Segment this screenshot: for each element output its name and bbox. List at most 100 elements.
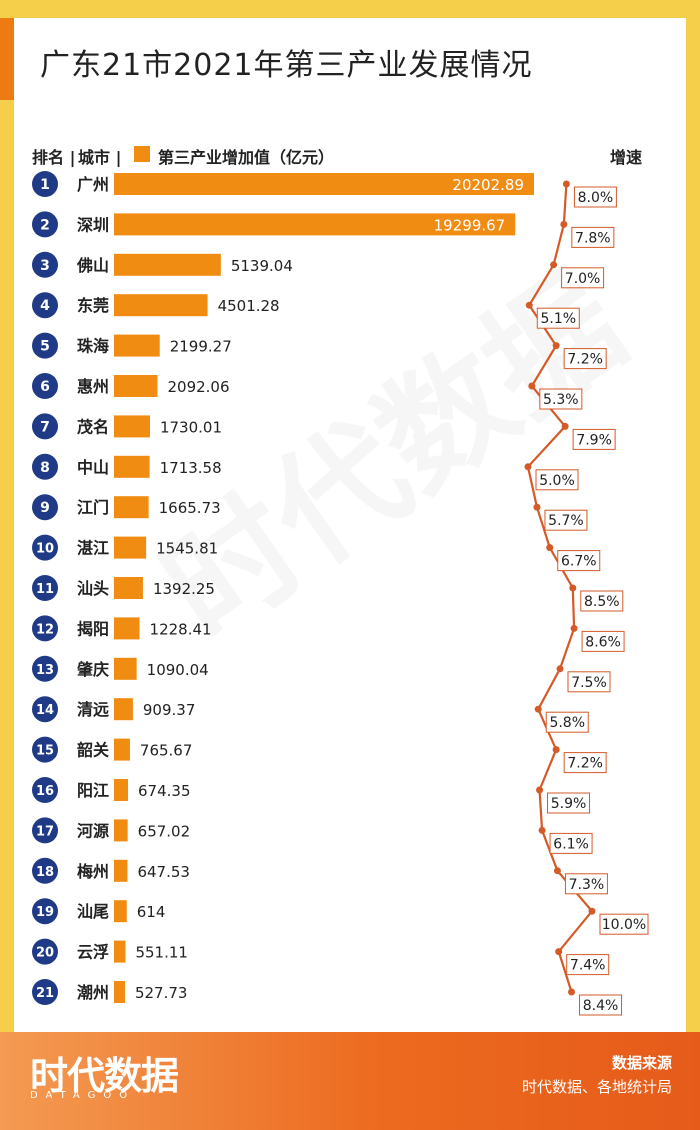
value-bar — [114, 900, 127, 923]
city-label: 河源 — [77, 821, 109, 840]
title-accent-bar — [0, 18, 14, 100]
growth-label-box — [571, 226, 615, 248]
growth-label: 8.6% — [585, 634, 621, 650]
rank-number: 8 — [40, 460, 50, 476]
growth-point — [528, 382, 536, 390]
city-label: 阳江 — [77, 781, 109, 800]
value-bar — [114, 738, 130, 761]
frame-right — [686, 0, 700, 1130]
growth-label: 8.5% — [584, 594, 620, 610]
growth-label-box — [545, 711, 589, 733]
rank-number: 18 — [36, 865, 54, 880]
rank-number: 15 — [36, 744, 54, 759]
growth-point — [561, 422, 569, 430]
growth-label-box — [579, 994, 623, 1016]
city-label: 湛江 — [77, 539, 109, 558]
growth-label: 10.0% — [602, 917, 646, 933]
growth-point — [534, 705, 542, 713]
footer-logo: 时代数据 — [30, 1054, 179, 1098]
chart-title: 广东21市2021年第三产业发展情况 — [40, 48, 533, 83]
value-bar — [114, 981, 125, 1003]
growth-label: 6.1% — [553, 836, 589, 852]
city-label: 中山 — [77, 458, 109, 477]
value-label: 765.67 — [140, 742, 193, 760]
city-label: 清远 — [77, 700, 109, 719]
growth-label-box — [544, 509, 588, 531]
city-label: 云浮 — [77, 943, 109, 962]
value-label: 2199.27 — [170, 338, 232, 356]
growth-label: 5.9% — [551, 796, 587, 812]
growth-point — [538, 826, 546, 834]
rank-badge — [32, 171, 58, 197]
value-bar — [114, 698, 133, 721]
growth-label: 5.8% — [549, 715, 585, 731]
footer-bar — [0, 1032, 700, 1130]
growth-point — [552, 746, 560, 754]
growth-label: 7.5% — [571, 675, 607, 691]
growth-point — [556, 665, 564, 673]
growth-label: 5.0% — [539, 473, 575, 489]
value-bar — [114, 294, 208, 317]
growth-label-box — [566, 954, 610, 976]
growth-label-box — [567, 671, 611, 693]
rank-column-header: 排名 | — [32, 148, 76, 167]
rank-badge — [32, 857, 58, 884]
rank-badge — [32, 817, 58, 844]
value-label: 19299.67 — [434, 216, 506, 234]
rank-number: 5 — [40, 339, 50, 355]
value-bar — [114, 334, 160, 357]
city-label: 深圳 — [77, 215, 109, 234]
rank-badge — [32, 777, 58, 803]
frame-top — [0, 0, 700, 18]
value-bar — [114, 536, 147, 559]
growth-label: 5.1% — [540, 311, 576, 327]
growth-label-box — [580, 590, 624, 612]
rank-badge — [32, 615, 58, 642]
growth-label-box — [573, 186, 617, 208]
chart-canvas: 1 广州 20202.89 8.0% 2 深圳 19299.67 7.8% 3 佛山 5139.04… — [32, 171, 649, 1016]
value-label: 20202.89 — [452, 176, 524, 194]
value-bar — [114, 173, 534, 195]
city-column-header: 城市 | — [78, 148, 122, 167]
value-bar — [114, 375, 158, 397]
source-text: 时代数据、各地统计局 — [521, 1078, 672, 1096]
rank-badge — [32, 453, 58, 480]
source-title: 数据来源 — [611, 1054, 672, 1072]
growth-label-box — [599, 913, 649, 935]
growth-label-box — [539, 388, 583, 410]
value-bar — [114, 253, 221, 276]
value-bar — [114, 940, 126, 963]
value-label: 647.53 — [137, 863, 190, 881]
rank-badge — [32, 251, 58, 278]
growth-label: 5.3% — [543, 392, 579, 408]
value-bar — [114, 455, 150, 478]
value-label: 5139.04 — [231, 257, 293, 275]
value-label: 4501.28 — [218, 297, 280, 315]
value-label: 2092.06 — [167, 378, 229, 396]
value-label: 1392.25 — [153, 580, 215, 598]
growth-point — [568, 988, 576, 996]
value-label: 909.37 — [143, 701, 196, 719]
city-label: 广州 — [77, 175, 109, 194]
city-label: 茂名 — [77, 417, 109, 436]
value-label: 1730.01 — [160, 418, 222, 436]
growth-point — [562, 180, 570, 188]
rank-number: 21 — [36, 986, 54, 1001]
city-label: 惠州 — [77, 377, 109, 396]
growth-label: 5.7% — [548, 513, 584, 529]
growth-point — [536, 786, 544, 794]
value-bar — [114, 779, 129, 801]
growth-label: 7.4% — [570, 958, 606, 974]
value-bar — [114, 819, 128, 842]
city-label: 揭阳 — [77, 619, 109, 638]
rank-badge — [32, 332, 58, 359]
value-bar — [114, 213, 516, 236]
rank-number: 9 — [40, 500, 50, 516]
growth-point — [524, 463, 532, 471]
city-label: 梅州 — [77, 862, 109, 881]
growth-point — [552, 342, 560, 350]
growth-label: 8.0% — [578, 190, 614, 206]
rank-number: 20 — [36, 946, 54, 961]
value-bar — [114, 415, 150, 438]
legend-swatch — [134, 146, 150, 162]
